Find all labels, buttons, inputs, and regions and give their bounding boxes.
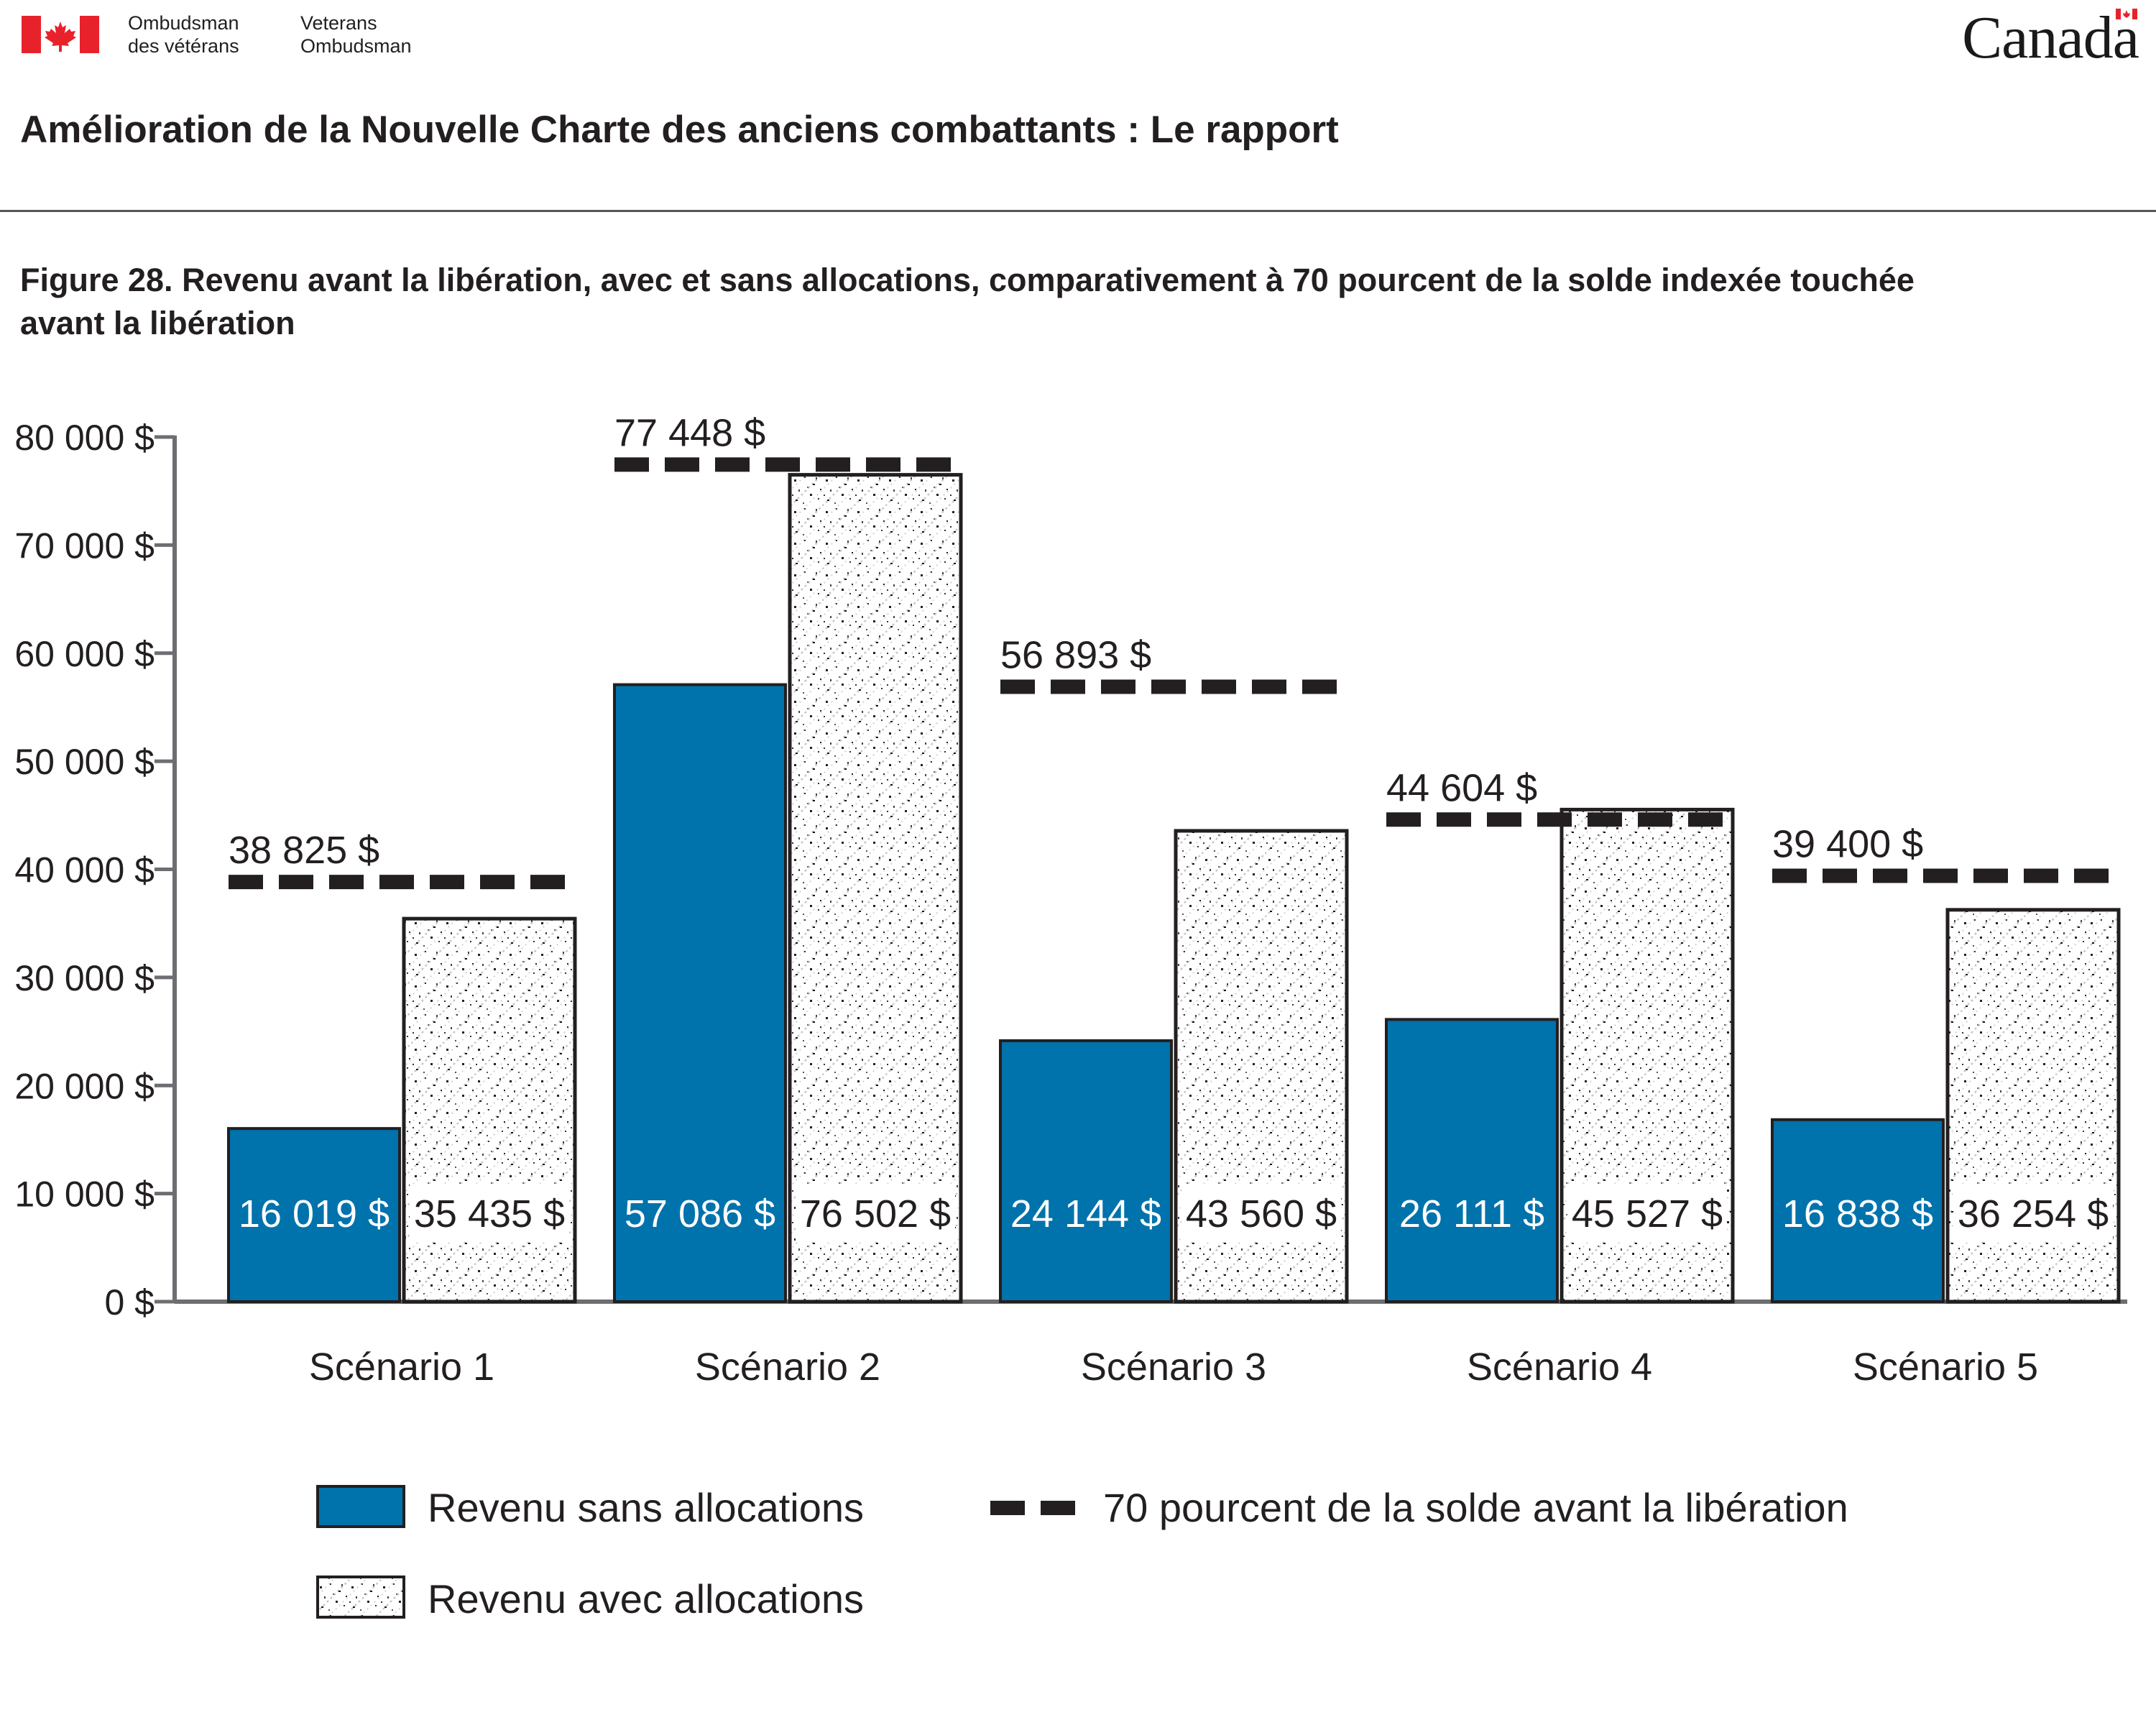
y-tick-label: 0 $ [104, 1282, 155, 1322]
legend-label-avec-allocations: Revenu avec allocations [428, 1576, 864, 1622]
bar-revenu-avec-allocations [1945, 908, 2121, 1304]
legend-label-reference-line: 70 pourcent de la solde avant la libérat… [1103, 1485, 1848, 1530]
chart-legend: Revenu sans allocations Revenu avec alloc… [316, 1485, 1848, 1622]
page-header: Ombudsman des vétérans Veterans Ombudsma… [0, 0, 2156, 216]
x-category-label: Scénario 1 [309, 1346, 494, 1389]
y-tick-label: 10 000 $ [14, 1174, 155, 1215]
x-category-label: Scénario 2 [695, 1346, 880, 1389]
legend-swatch-sans-allocations [316, 1485, 405, 1528]
data-label-sans-allocations: 16 019 $ [239, 1192, 390, 1236]
legend-label-sans-allocations: Revenu sans allocations [428, 1485, 864, 1530]
report-title: Amélioration de la Nouvelle Charte des a… [20, 109, 1339, 151]
data-label-avec-allocations: 36 254 $ [1958, 1192, 2109, 1236]
org-name-french: Ombudsman des vétérans [128, 12, 239, 58]
org-name-french-line2: des vétérans [128, 35, 239, 57]
y-tick-label: 40 000 $ [14, 850, 155, 891]
data-label-background [1953, 1184, 2113, 1241]
bar-revenu-avec-allocations [788, 473, 963, 1304]
legend-swatch-avec-allocations [316, 1576, 405, 1619]
y-tick-label: 70 000 $ [14, 525, 155, 566]
data-label-background [1567, 1184, 1727, 1241]
canada-wordmark: Canada [1962, 4, 2139, 71]
y-tick-label: 20 000 $ [14, 1066, 155, 1106]
x-category-label: Scénario 5 [1853, 1346, 2038, 1389]
bar-revenu-sans-allocations [613, 683, 787, 1303]
data-label-avec-allocations: 45 527 $ [1572, 1192, 1723, 1236]
y-tick-label: 30 000 $ [14, 958, 155, 998]
wordmark-flag-icon [2116, 9, 2137, 19]
data-label-avec-allocations: 35 435 $ [414, 1192, 565, 1236]
header-divider [0, 210, 2156, 212]
y-tick-label: 50 000 $ [14, 742, 155, 782]
data-label-sans-allocations: 24 144 $ [1010, 1192, 1161, 1236]
data-label-background [1181, 1184, 1341, 1241]
x-category-label: Scénario 4 [1467, 1346, 1652, 1389]
reference-value-label: 44 604 $ [1386, 766, 1537, 809]
org-name-english: Veterans Ombudsman [300, 12, 412, 58]
bar-revenu-sans-allocations [1771, 1118, 1945, 1304]
y-tick-label: 80 000 $ [14, 418, 155, 458]
reference-value-label: 77 448 $ [614, 411, 765, 454]
canada-flag-icon [22, 16, 99, 53]
org-name-english-line2: Ombudsman [300, 35, 412, 57]
org-name-french-line1: Ombudsman [128, 12, 239, 34]
reference-value-label: 38 825 $ [229, 829, 379, 872]
bar-revenu-sans-allocations [227, 1127, 401, 1303]
reference-value-label: 39 400 $ [1772, 823, 1923, 866]
figure-title: Figure 28. Revenu avant la libération, a… [20, 262, 1915, 341]
data-label-background [410, 1184, 569, 1241]
org-name-english-line1: Veterans [300, 12, 377, 34]
y-tick-label: 60 000 $ [14, 634, 155, 674]
data-label-sans-allocations: 16 838 $ [1782, 1192, 1933, 1236]
bar-revenu-avec-allocations [402, 916, 577, 1304]
reference-value-label: 56 893 $ [1000, 633, 1151, 676]
data-label-avec-allocations: 43 560 $ [1186, 1192, 1337, 1236]
data-label-sans-allocations: 57 086 $ [625, 1192, 775, 1236]
data-label-avec-allocations: 76 502 $ [800, 1192, 951, 1236]
data-label-background [796, 1184, 955, 1241]
bar-revenu-sans-allocations [1385, 1018, 1559, 1303]
data-label-sans-allocations: 26 111 $ [1399, 1192, 1544, 1236]
bar-revenu-sans-allocations [999, 1039, 1173, 1303]
x-category-label: Scénario 3 [1081, 1346, 1266, 1389]
